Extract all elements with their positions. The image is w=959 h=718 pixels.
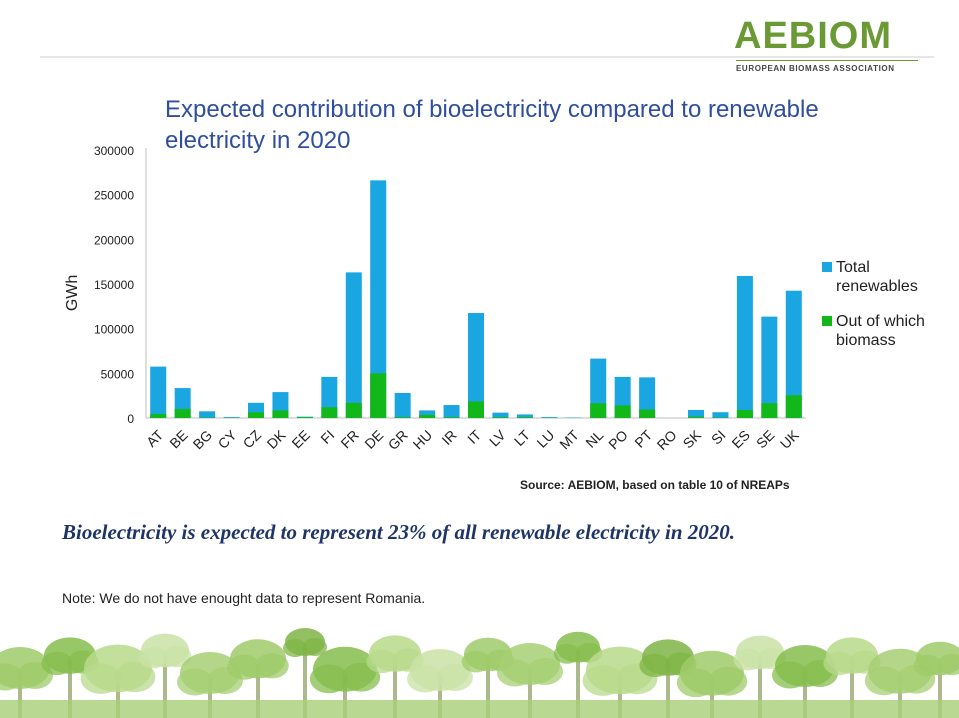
x-tick-label-bg: BG [190,427,216,453]
x-tick-label-cy: CY [215,426,241,452]
x-tick-label-hu: HU [410,427,436,453]
bar-biomass-sk [688,416,704,418]
x-tick-label-pt: PT [631,426,655,450]
bar-total-sk [688,409,704,418]
bar-biomass-dk [272,410,289,418]
x-tick-label-es: ES [728,427,753,452]
x-tick-label-sk: SK [680,426,705,451]
x-tick-label-ir: IR [438,427,459,448]
x-tick-label-be: BE [166,427,191,452]
legend-swatch-total [822,262,832,272]
bar-total-ir [443,405,460,418]
bar-biomass-lt [516,417,533,418]
bar-biomass-cz [248,412,264,418]
logo-subtitle: EUROPEAN BIOMASS ASSOCIATION [736,64,895,73]
bar-biomass-ee [296,417,313,418]
y-tick-label: 100000 [94,323,134,337]
bar-biomass-se [761,403,778,418]
bar-biomass-be [174,409,191,418]
bar-biomass-de [370,373,387,418]
x-tick-label-uk: UK [777,426,803,452]
bar-biomass-fr [345,402,362,418]
x-tick-label-ro: RO [654,427,680,453]
chart-title: Expected contribution of bioelectricity … [165,96,819,154]
x-tick-label-at: AT [143,426,167,450]
bar-biomass-es [736,409,753,418]
x-tick-label-dk: DK [263,426,289,452]
bar-chart: 0 50000 100000 150000 200000 250000 300000 GWh A… [64,144,806,453]
legend-swatch-biomass [822,316,832,326]
x-tick-label-lv: LV [486,426,509,449]
x-tick-label-si: SI [708,427,729,448]
bar-total-pt [639,377,656,418]
bar-biomass-pt [639,409,656,418]
bar-total-de [370,180,387,418]
bar-total-cy [223,417,240,418]
chart-legend: Total renewables Out of which biomass [822,258,942,366]
y-tick-label: 300000 [94,144,134,158]
legend-item-biomass: Out of which biomass [822,312,942,350]
bar-total-lu [541,417,558,418]
x-tick-label-gr: GR [385,427,411,453]
x-tick-label-lu: LU [533,427,557,451]
x-tick-label-po: PO [605,427,631,453]
x-tick-label-fr: FR [337,427,362,452]
bar-total-it [468,313,484,418]
x-tick-label-lt: LT [511,427,533,449]
legend-label-biomass: Out of which biomass [836,313,925,349]
x-tick-label-ee: EE [288,427,313,452]
bar-total-lt [516,414,533,418]
header-divider [40,56,934,58]
headline-statement: Bioelectricity is expected to represent … [62,520,736,544]
y-tick-label: 150000 [94,278,134,292]
bar-total-at [150,366,167,418]
legend-label-total: Total renewables [836,259,918,295]
x-tick-label-fi: FI [317,427,337,447]
bar-total-gr [394,392,411,418]
bar-biomass-at [150,413,167,418]
bar-biomass-nl [590,403,607,418]
legend-item-total: Total renewables [822,258,942,296]
source-note: Source: AEBIOM, based on table 10 of NRE… [520,478,790,492]
x-tick-label-it: IT [464,426,484,446]
bar-total-lv [492,412,509,418]
bar-biomass-it [468,401,484,418]
bar-biomass-gr [394,417,411,418]
bar-total-se [761,316,778,418]
bar-biomass-ir [443,417,460,418]
bar-total-nl [590,358,607,418]
logo-rule [736,60,918,61]
bar-biomass-lv [492,417,509,418]
bar-total-es [736,275,753,418]
bar-biomass-fi [321,407,338,418]
y-tick-label: 200000 [94,233,134,247]
bar-total-fr [345,272,362,418]
x-tick-label-nl: NL [582,427,606,451]
y-tick-label: 50000 [101,367,135,381]
bar-biomass-hu [419,414,436,418]
x-tick-label-se: SE [753,427,778,452]
x-tick-label-mt: MT [556,426,582,452]
y-axis-label: GWh [64,275,81,311]
bar-biomass-uk [785,395,802,418]
x-tick-label-cz: CZ [240,426,265,451]
bar-total-si [712,412,729,418]
bar-total-hu [419,410,436,418]
logo-wordmark: AEBIOM [734,15,892,57]
bar-total-bg [199,411,216,418]
bar-total-uk [785,290,802,418]
y-tick-label: 250000 [94,189,134,203]
footnote: Note: We do not have enought data to rep… [62,590,426,606]
tree-banner-decoration [0,628,959,718]
y-tick-label: 0 [127,412,134,426]
bar-biomass-po [614,405,631,418]
x-tick-label-de: DE [361,427,386,452]
aebiom-logo: AEBIOM EUROPEAN BIOMASS ASSOCIATION [734,14,924,74]
